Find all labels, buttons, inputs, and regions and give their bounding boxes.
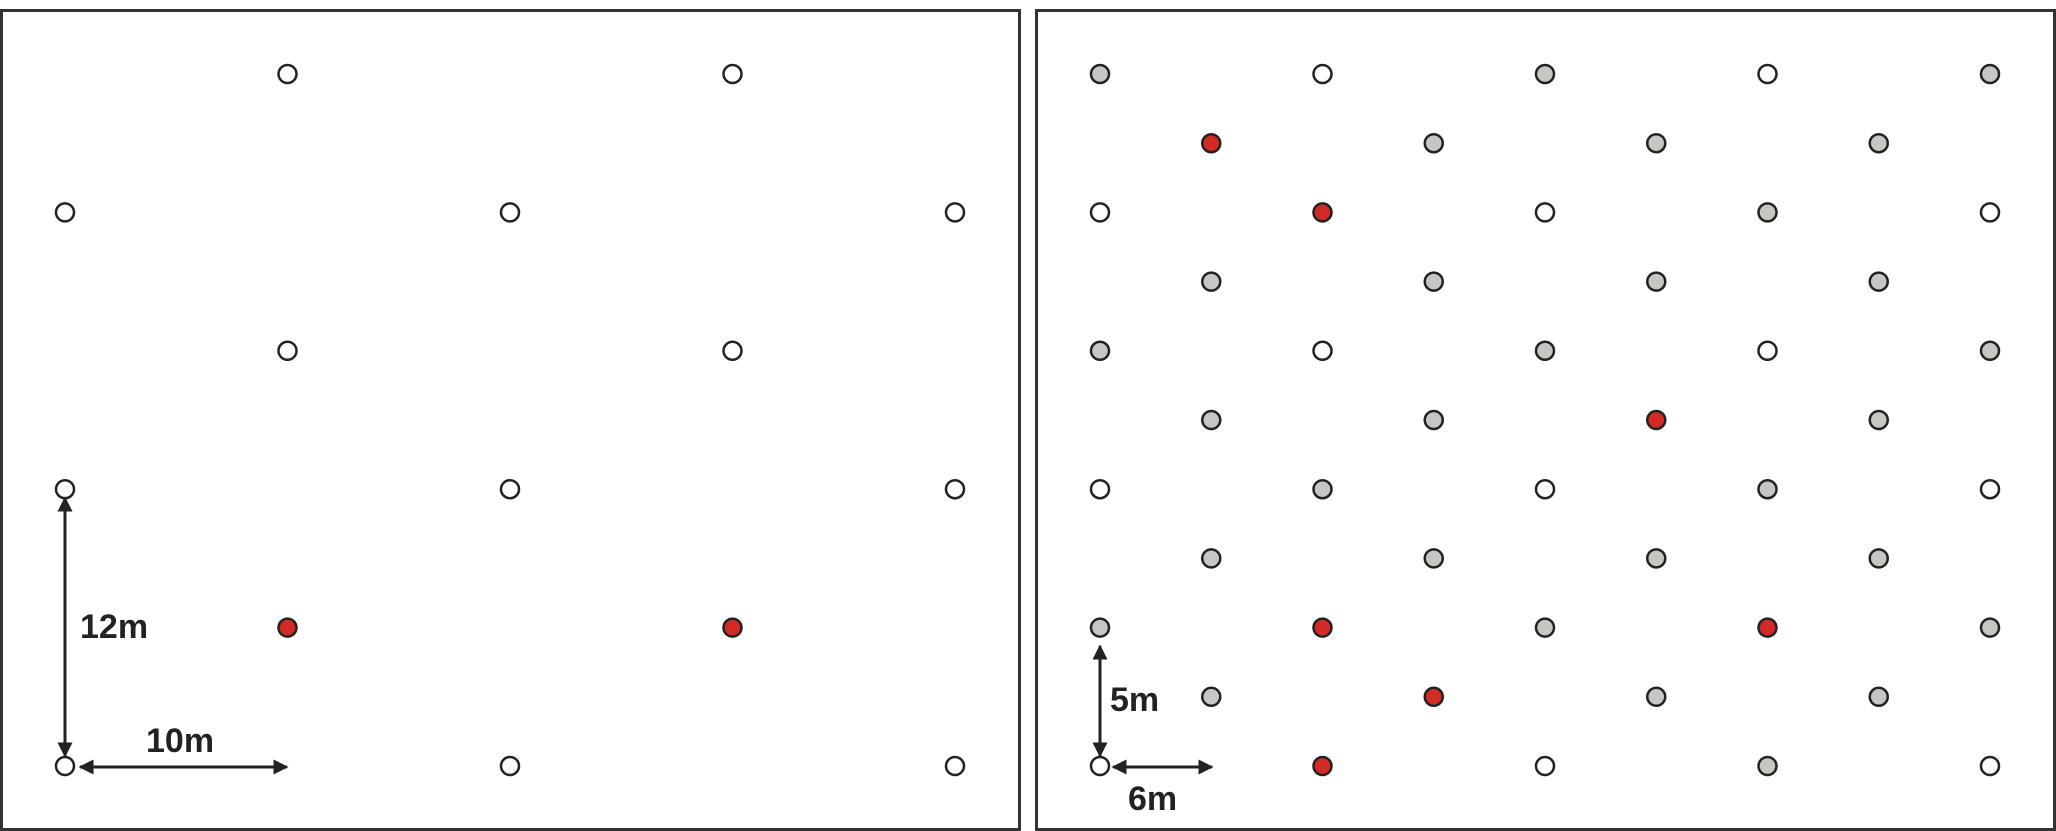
left-horizontal-label: 10m [146,722,214,760]
grey-tree-marker [1646,132,1667,154]
empty-tree-marker [499,755,521,777]
grey-tree-marker [1868,686,1889,708]
red-tree-marker [1312,755,1333,777]
empty-tree-marker [277,63,298,85]
empty-tree-marker [1089,478,1111,500]
empty-tree-marker [1757,63,1778,85]
grey-tree-marker [1757,755,1778,777]
empty-tree-marker [1757,340,1778,362]
red-tree-marker [277,617,298,638]
grey-tree-marker [1423,409,1444,431]
empty-tree-marker [944,202,966,223]
empty-tree-marker [944,478,966,500]
right-horizontal-label: 6m [1128,780,1177,818]
red-tree-marker [1757,617,1778,638]
empty-tree-marker [1979,202,2001,223]
grey-tree-marker [1868,409,1889,431]
empty-tree-marker [722,63,743,85]
grey-tree-marker [1979,63,2001,85]
grey-tree-marker [1646,686,1667,708]
grey-tree-marker [1534,340,1556,362]
grey-tree-marker [1979,617,2001,638]
grey-tree-marker [1423,548,1444,569]
grey-tree-marker [1646,271,1667,292]
left-planting-panel [0,9,1021,831]
red-tree-marker [722,617,743,638]
red-tree-marker [1201,132,1222,154]
empty-tree-marker [1312,63,1333,85]
empty-tree-marker [1089,755,1111,777]
right-tree-grid [1089,63,2001,777]
grey-tree-marker [1757,202,1778,223]
grey-tree-marker [1979,340,2001,362]
grey-tree-marker [1423,271,1444,292]
left-vertical-label: 12m [80,608,148,646]
empty-tree-marker [944,755,966,777]
grey-tree-marker [1089,63,1111,85]
empty-tree-marker [722,340,743,362]
grey-tree-marker [1534,617,1556,638]
empty-tree-marker [277,340,298,362]
empty-tree-marker [54,755,76,777]
red-tree-marker [1312,617,1333,638]
grey-tree-marker [1868,548,1889,569]
grey-tree-marker [1312,478,1333,500]
empty-tree-marker [1089,202,1111,223]
empty-tree-marker [1979,478,2001,500]
grey-tree-marker [1868,132,1889,154]
empty-tree-marker [1534,478,1556,500]
grey-tree-marker [1201,686,1222,708]
empty-tree-marker [54,202,76,223]
empty-tree-marker [499,478,521,500]
grey-tree-marker [1868,271,1889,292]
grey-tree-marker [1201,271,1222,292]
empty-tree-marker [499,202,521,223]
empty-tree-marker [1534,202,1556,223]
grey-tree-marker [1089,617,1111,638]
grey-tree-marker [1201,409,1222,431]
grey-tree-marker [1757,478,1778,500]
left-tree-grid [54,63,966,777]
red-tree-marker [1423,686,1444,708]
left-horizontal-dimension: 10m [78,722,289,775]
right-vertical-label: 5m [1110,681,1159,719]
empty-tree-marker [1312,340,1333,362]
grey-tree-marker [1089,340,1111,362]
red-tree-marker [1312,202,1333,223]
left-vertical-dimension: 12m [57,496,148,758]
empty-tree-marker [1534,755,1556,777]
grey-tree-marker [1423,132,1444,154]
right-horizontal-dimension: 6m [1111,759,1214,818]
empty-tree-marker [1979,755,2001,777]
red-tree-marker [1646,409,1667,431]
grey-tree-marker [1201,548,1222,569]
empty-tree-marker [54,478,76,500]
grey-tree-marker [1534,63,1556,85]
right-vertical-dimension: 5m [1092,644,1159,758]
grey-tree-marker [1646,548,1667,569]
